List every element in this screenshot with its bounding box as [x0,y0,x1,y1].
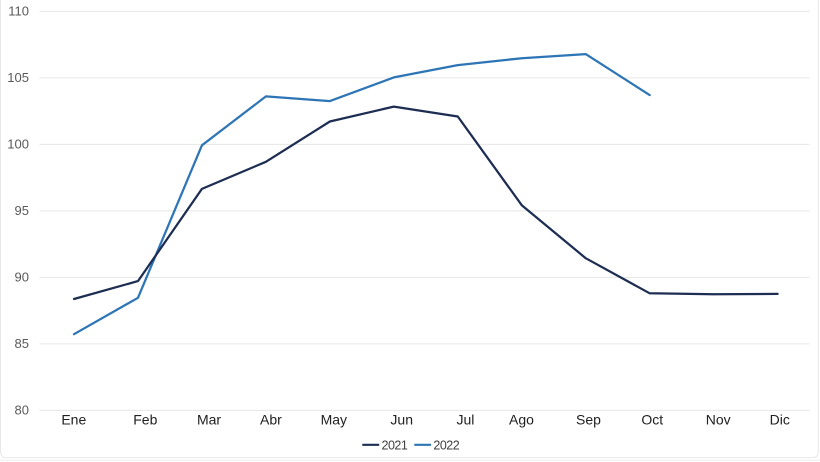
svg-text:100: 100 [7,137,29,152]
svg-text:Nov: Nov [706,411,731,427]
svg-text:2021: 2021 [382,438,408,452]
svg-text:Jul: Jul [456,411,474,427]
svg-text:Feb: Feb [133,411,157,427]
svg-text:Sep: Sep [576,411,601,427]
svg-text:105: 105 [7,70,29,85]
svg-text:Oct: Oct [641,411,663,427]
svg-text:Dic: Dic [770,411,790,427]
svg-text:Mar: Mar [197,411,221,427]
svg-text:2022: 2022 [433,438,459,452]
svg-text:Ene: Ene [61,411,86,427]
svg-text:Abr: Abr [260,411,282,427]
svg-text:90: 90 [15,270,29,285]
svg-text:85: 85 [15,336,29,351]
svg-text:May: May [321,411,347,427]
svg-text:110: 110 [8,4,29,19]
svg-text:Jun: Jun [390,411,413,427]
svg-text:Ago: Ago [509,411,534,427]
svg-text:95: 95 [15,203,29,218]
svg-text:80: 80 [15,403,29,418]
